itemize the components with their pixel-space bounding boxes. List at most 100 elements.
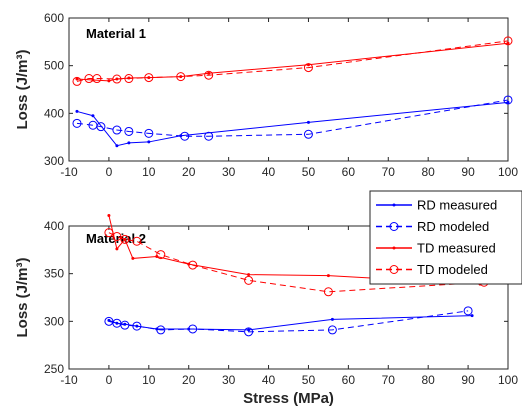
- data-point: [330, 317, 334, 321]
- panel-material-1: -10 0 10 20 30 40 50 60 70 80 90 100 300 400 500 600 Mat…: [14, 11, 518, 179]
- data-point: [326, 274, 330, 278]
- legend-box: [369, 190, 522, 285]
- series-rd-modeled: [104, 306, 473, 337]
- data-point: [112, 231, 122, 241]
- y-tick-label: 300: [44, 314, 64, 328]
- data-point: [247, 273, 251, 277]
- data-point: [120, 234, 130, 244]
- data-point: [96, 122, 106, 132]
- y-tick-label: 250: [44, 362, 64, 376]
- y-tick-label: 600: [44, 11, 64, 25]
- data-point: [115, 247, 119, 251]
- data-point: [156, 250, 166, 260]
- x-tick-label: 60: [342, 165, 356, 179]
- data-point: [144, 73, 154, 83]
- legend-entry: RD modeled: [376, 219, 489, 234]
- data-point: [506, 41, 510, 45]
- x-tick-label: 0: [106, 165, 113, 179]
- x-tick-label: 90: [461, 373, 475, 387]
- data-point: [123, 237, 127, 241]
- data-point: [470, 314, 474, 318]
- legend-label: TD modeled: [417, 262, 488, 277]
- data-point: [306, 120, 310, 124]
- x-tick-label: 40: [262, 165, 276, 179]
- x-tick-label: -10: [60, 165, 78, 179]
- panel-title: Material 2: [86, 231, 146, 246]
- data-point: [244, 275, 254, 285]
- legend-marker: [389, 222, 399, 231]
- legend-label: RD modeled: [417, 219, 489, 234]
- data-point: [135, 324, 139, 328]
- y-tick-label: 400: [44, 106, 64, 120]
- legend: RD measured RD modeled TD measured TD model…: [369, 190, 522, 285]
- data-point: [91, 114, 95, 118]
- data-point: [131, 256, 135, 260]
- axes-box: [68, 17, 509, 162]
- series-rd-modeled: [72, 95, 513, 141]
- data-point: [115, 321, 119, 325]
- data-point: [107, 214, 111, 218]
- data-point: [303, 63, 313, 73]
- x-tick-label: 90: [461, 165, 475, 179]
- data-point: [327, 325, 337, 335]
- x-tick-label: 100: [498, 373, 518, 387]
- x-axis-label: Stress (MPa): [243, 390, 334, 407]
- data-point: [506, 100, 510, 104]
- x-tick-label: 20: [182, 373, 196, 387]
- data-point: [112, 74, 122, 84]
- x-tick-label: 50: [302, 373, 316, 387]
- legend-label: TD measured: [417, 241, 496, 256]
- series-line: [76, 101, 509, 147]
- data-point: [120, 320, 130, 330]
- axes-box: [68, 225, 509, 370]
- data-point: [176, 72, 186, 82]
- data-point: [303, 129, 313, 139]
- data-point: [244, 327, 254, 337]
- x-tick-label: 80: [422, 165, 436, 179]
- y-axis-label: Loss (J/m³): [14, 49, 31, 129]
- x-tick-label: 80: [422, 373, 436, 387]
- y-tick-label: 400: [44, 219, 64, 233]
- data-point: [124, 126, 134, 136]
- data-point: [112, 125, 122, 135]
- x-tick-label: 100: [498, 165, 518, 179]
- legend-entry: TD measured: [376, 241, 496, 256]
- data-point: [132, 236, 142, 246]
- data-point: [323, 287, 333, 297]
- data-point: [75, 77, 79, 81]
- panel-title: Material 1: [86, 26, 146, 41]
- y-tick-label: 350: [44, 267, 64, 281]
- data-point: [127, 141, 131, 145]
- data-point: [204, 131, 214, 141]
- x-tick-label: 70: [382, 373, 396, 387]
- x-tick-label: 70: [382, 165, 396, 179]
- data-point: [188, 324, 198, 334]
- x-tick-label: 10: [142, 373, 156, 387]
- data-point: [115, 144, 119, 148]
- x-tick-label: 30: [222, 373, 236, 387]
- legend-marker: [389, 265, 399, 274]
- series-line: [108, 232, 485, 293]
- data-point: [92, 74, 102, 84]
- data-point: [188, 260, 198, 270]
- data-point: [147, 140, 151, 144]
- data-point: [207, 71, 211, 75]
- data-point: [72, 76, 82, 86]
- y-axis-label: Loss (J/m³): [14, 257, 31, 337]
- x-tick-label: 60: [342, 373, 356, 387]
- legend-label: RD measured: [417, 198, 497, 213]
- x-tick-label: 40: [262, 373, 276, 387]
- data-point: [132, 321, 142, 331]
- x-tick-label: 50: [302, 165, 316, 179]
- data-point: [247, 328, 251, 332]
- legend-entry: RD measured: [376, 198, 497, 213]
- data-point: [104, 228, 114, 238]
- data-point: [156, 325, 166, 335]
- data-point: [144, 128, 154, 138]
- y-tick-label: 300: [44, 154, 64, 168]
- legend-marker: [392, 246, 396, 250]
- x-tick-label: 10: [142, 165, 156, 179]
- data-point: [72, 118, 82, 128]
- data-point: [503, 95, 513, 105]
